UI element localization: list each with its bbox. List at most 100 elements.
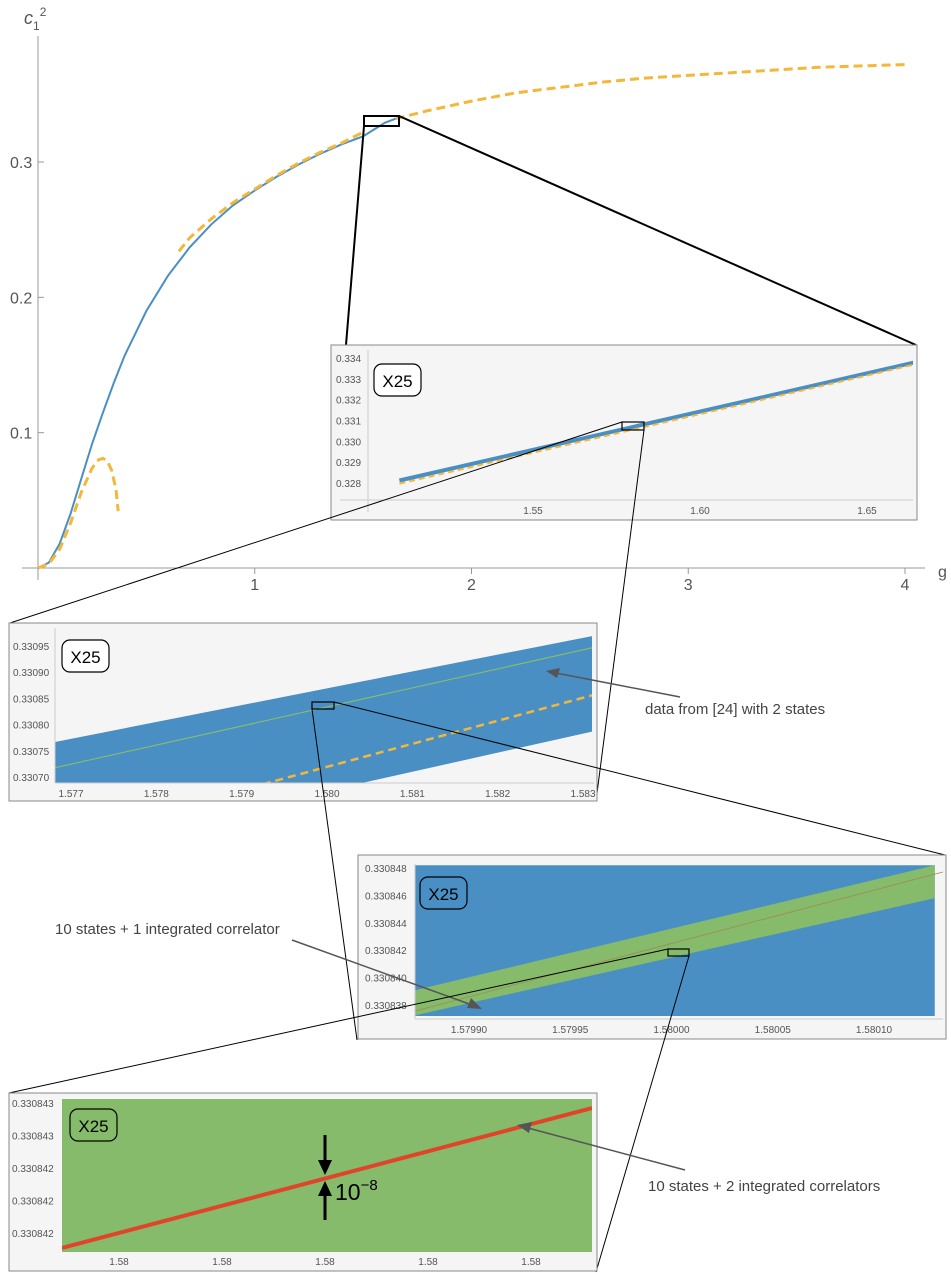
annotation-1: data from [24] with 2 states [645, 701, 825, 718]
main-y-tick-label: 0.3 [10, 155, 32, 172]
zoom-line [398, 115, 917, 346]
inset-4-x-tick-label: 1.58 [418, 1257, 438, 1268]
main-y-tick-label: 0.1 [10, 426, 32, 443]
annotation-3: 10 states + 2 integrated correlators [648, 1178, 880, 1195]
inset-2-x-tick-label: 1.577 [58, 789, 83, 800]
inset-4-y-tick-label: 0.330842 [12, 1197, 54, 1208]
inset-2-y-tick-label: 0.33075 [13, 747, 50, 758]
arrowhead [546, 668, 560, 678]
inset-1-badge [373, 363, 422, 397]
zoom-connectors-4 [8, 948, 690, 1273]
inset-4-badge-label: X25 [78, 1117, 108, 1136]
zoom-line [333, 701, 946, 856]
inset-3-y-tick-label: 0.330848 [365, 864, 407, 875]
inset-3-y-tick-label: 0.330846 [365, 891, 407, 902]
main-y-tick-label: 0.2 [10, 290, 32, 307]
main-series-dashed-mid-g [177, 130, 364, 253]
inset-2-x-tick-label: 1.583 [570, 789, 595, 800]
zoom-line [8, 948, 669, 1094]
zoom-line [9, 421, 623, 624]
width-label: 10−8 [335, 1177, 378, 1205]
inset-4-y-tick-label: 0.330842 [12, 1229, 54, 1240]
inset-4: 1.58 1.58 1.58 1.58 1.58 0.330843 0.330843 0.33… [8, 1092, 880, 1272]
inset-3-x-tick-label: 1.58005 [755, 1025, 792, 1036]
arrowhead [467, 998, 482, 1009]
inset-3-x-tick-label: 1.57990 [451, 1025, 488, 1036]
inset-3-x-tick-label: 1.57995 [552, 1025, 589, 1036]
inset-1-y-tick-label: 0.330 [336, 437, 361, 448]
inset-1-series-blue-band [398, 360, 913, 483]
inset-3-badge-label: X25 [428, 885, 458, 904]
inset-3-x-tick-label: 1.58000 [653, 1025, 690, 1036]
annotation-arrow-2 [291, 939, 473, 1006]
inset-2-x-tick-label: 1.581 [400, 789, 425, 800]
inset-2-series-dashed [262, 694, 592, 783]
inset-1-series-dashed [399, 363, 913, 485]
arrowhead [517, 1122, 532, 1133]
inset-3-y-tick-label: 0.330840 [365, 974, 407, 985]
inset-3-series-green-band [415, 865, 935, 1016]
inset-1-badge-label: X25 [382, 372, 412, 391]
inset-1-zoom-box [621, 421, 645, 431]
arrowhead [318, 1181, 332, 1196]
inset-1-x-tick-label: 1.60 [690, 506, 710, 517]
inset-2-zoom-box [311, 701, 335, 710]
y-axis-label: c12 [24, 5, 47, 33]
inset-4-y-tick-label: 0.330843 [12, 1099, 54, 1110]
inset-1: 1.55 1.60 1.65 0.328 0.329 0.330 0.331 0.332 0.3… [330, 344, 918, 521]
inset-2-badge-label: X25 [70, 648, 100, 667]
inset-3-badge [419, 876, 468, 910]
inset-1-y-tick-label: 0.334 [336, 354, 361, 365]
inset-3-zoom-box [667, 948, 690, 957]
zoom-connectors [345, 115, 917, 346]
zoom-line [345, 125, 365, 346]
main-x-tick-label: 4 [901, 577, 910, 594]
inset-3-y-tick-label: 0.330844 [365, 919, 407, 930]
inset-3-x-tick-label: 1.58010 [856, 1025, 893, 1036]
inset-2-x-tick-label: 1.580 [314, 789, 339, 800]
x-axis-label: g [938, 564, 947, 581]
main-series-dashed-small-g [37, 456, 120, 570]
inset-2-y-tick-label: 0.33085 [13, 694, 50, 705]
inset-4-badge [69, 1108, 118, 1142]
zoom-line [311, 708, 358, 1041]
zoom-line [595, 429, 645, 802]
inset-1-y-tick-label: 0.333 [336, 375, 361, 386]
zoom-connectors-2 [9, 421, 645, 802]
inset-1-x-tick-label: 1.55 [523, 506, 543, 517]
inset-2-x-tick-label: 1.578 [144, 789, 169, 800]
main-x-tick-label: 3 [684, 577, 693, 594]
inset-2-y-tick-label: 0.33080 [13, 721, 50, 732]
inset-1-y-tick-label: 0.328 [336, 479, 361, 490]
inset-2-badge [61, 639, 110, 673]
inset-2-y-tick-label: 0.33090 [13, 668, 50, 679]
inset-3-y-tick-label: 0.330842 [365, 946, 407, 957]
zoom-line [595, 955, 690, 1273]
inset-2-y-tick-label: 0.33070 [13, 773, 50, 784]
annotation-arrow-1 [555, 672, 681, 698]
inset-3: 1.57990 1.57995 1.58000 1.58005 1.58010 0.330… [55, 854, 947, 1040]
inset-2: 1.577 1.578 1.579 1.580 1.581 1.582 1.583 0.330… [8, 622, 825, 802]
arrowhead [318, 1160, 332, 1175]
inset-4-x-tick-label: 1.58 [521, 1257, 541, 1268]
inset-4-x-tick-label: 1.58 [109, 1257, 129, 1268]
inset-2-y-tick-label: 0.33095 [13, 642, 50, 653]
inset-1-y-tick-label: 0.329 [336, 458, 361, 469]
annotation-2: 10 states + 1 integrated correlator [55, 921, 280, 938]
main-x-tick-label: 2 [467, 577, 476, 594]
main-zoom-box [363, 115, 400, 127]
inset-1-y-tick-label: 0.332 [336, 396, 361, 407]
inset-4-x-tick-label: 1.58 [315, 1257, 335, 1268]
inset-4-y-tick-label: 0.330842 [12, 1164, 54, 1175]
inset-1-x-tick-label: 1.65 [857, 506, 877, 517]
inset-2-x-tick-label: 1.579 [229, 789, 254, 800]
inset-3-y-tick-label: 0.330838 [365, 1001, 407, 1012]
inset-1-y-tick-label: 0.331 [336, 417, 361, 428]
inset-4-y-tick-label: 0.330843 [12, 1132, 54, 1143]
inset-4-series-red-line [62, 1106, 592, 1250]
inset-4-x-tick-label: 1.58 [212, 1257, 232, 1268]
zoom-connectors-3 [311, 701, 946, 1041]
annotation-arrow-3 [527, 1127, 686, 1171]
inset-1-frame [330, 344, 918, 521]
